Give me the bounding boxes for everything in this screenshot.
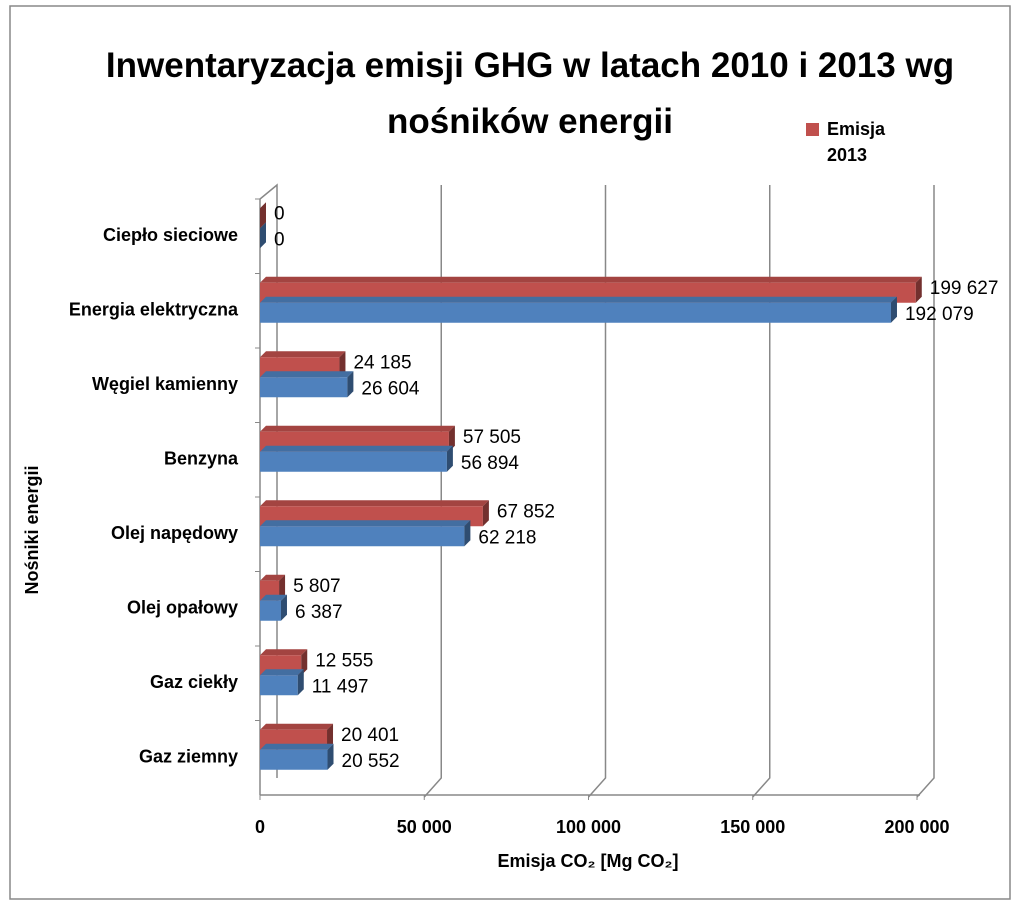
bar-end xyxy=(280,594,287,621)
bar-end xyxy=(890,296,897,323)
bar-top xyxy=(260,520,471,527)
chart-frame xyxy=(9,5,1011,900)
bar xyxy=(260,451,447,472)
bar-end xyxy=(260,222,266,249)
y-tick-label: Olej napędowy xyxy=(111,523,238,543)
bar-top xyxy=(260,500,489,507)
value-label: 11 497 xyxy=(312,676,369,697)
y-tick-label: Gaz ciekły xyxy=(150,672,238,692)
x-tick-label: 100 000 xyxy=(556,817,621,837)
x-tick-label: 0 xyxy=(255,817,265,837)
chart-title: Inwentaryzacja emisji GHG w latach 2010 … xyxy=(105,46,955,141)
bar-end xyxy=(297,669,304,696)
bar-end xyxy=(446,445,453,472)
legend-label: Emisja 2013 xyxy=(827,119,886,165)
bar-top xyxy=(260,371,354,378)
bar xyxy=(260,526,465,547)
y-tick-label: Benzyna xyxy=(164,449,239,469)
bar-top xyxy=(260,445,453,452)
x-tick-label: 50 000 xyxy=(397,817,452,837)
bar-end xyxy=(327,723,334,750)
x-axis-label: Emisja CO₂ [Mg CO₂] xyxy=(497,851,678,871)
value-label: 56 894 xyxy=(461,453,520,474)
bar-top xyxy=(260,594,287,601)
value-label: 5 807 xyxy=(293,576,341,597)
bar-end xyxy=(301,649,308,676)
value-label: 24 185 xyxy=(353,352,411,373)
x-tick-label: 200 000 xyxy=(884,817,949,837)
bar-end xyxy=(339,351,346,378)
bar-end xyxy=(279,574,286,601)
y-tick-label: Energia elektryczna xyxy=(69,300,239,320)
bar xyxy=(260,749,328,770)
value-label: 67 852 xyxy=(497,501,555,522)
bar-end xyxy=(327,743,334,770)
bar-top xyxy=(260,649,308,656)
value-label: 62 218 xyxy=(478,527,536,548)
y-tick-label: Olej opałowy xyxy=(127,598,238,618)
value-label: 20 401 xyxy=(341,725,399,746)
grid-line xyxy=(423,185,442,798)
value-label: 0 xyxy=(274,203,285,224)
grid-line xyxy=(752,185,771,798)
bar-top xyxy=(260,276,922,283)
value-label: 26 604 xyxy=(361,378,420,399)
value-label: 20 552 xyxy=(342,751,400,772)
bar xyxy=(260,675,298,696)
bar xyxy=(260,600,281,621)
legend-swatch xyxy=(806,123,819,136)
bar xyxy=(260,302,891,323)
y-tick-label: Węgiel kamienny xyxy=(92,374,238,394)
bar-end xyxy=(260,202,266,229)
grid-line xyxy=(587,185,607,798)
y-axis-wall xyxy=(259,183,278,795)
value-label: 6 387 xyxy=(295,602,343,623)
bar-end xyxy=(347,371,354,398)
bar-top xyxy=(260,669,304,676)
bar-top xyxy=(260,723,334,730)
grid-line xyxy=(916,185,935,798)
y-axis-label: Nośniki energii xyxy=(22,465,42,594)
bar-top xyxy=(260,351,346,358)
y-tick-label: Ciepło sieciowe xyxy=(103,225,238,245)
bar-top xyxy=(260,296,897,303)
bar-end xyxy=(915,276,922,303)
bar xyxy=(260,377,348,398)
bar-end xyxy=(464,520,471,547)
value-label: 57 505 xyxy=(463,427,521,448)
value-label: 192 079 xyxy=(905,304,974,325)
bar-end xyxy=(482,500,489,527)
bar-top xyxy=(260,574,286,581)
value-label: 0 xyxy=(274,229,285,250)
value-label: 199 627 xyxy=(930,278,999,299)
bar-top xyxy=(260,425,455,432)
legend: Emisja 2013 xyxy=(806,116,893,168)
x-tick-label: 150 000 xyxy=(720,817,785,837)
bar-end xyxy=(448,425,455,452)
bar-top xyxy=(260,743,334,750)
value-label: 12 555 xyxy=(315,650,373,671)
y-tick-label: Gaz ziemny xyxy=(139,747,238,767)
